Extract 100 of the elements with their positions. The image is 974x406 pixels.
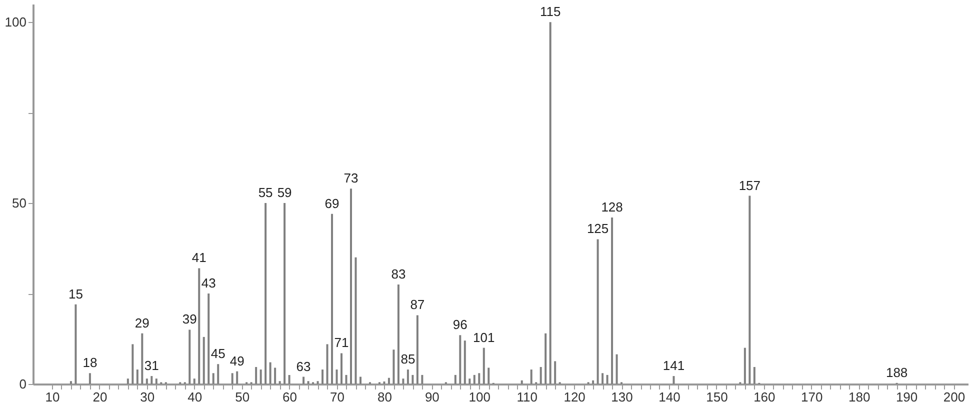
annotation: 125	[586, 221, 609, 236]
bar	[416, 315, 418, 384]
bar	[307, 381, 310, 384]
annotation: 96	[452, 317, 468, 332]
annotation: 15	[68, 286, 83, 302]
bar	[468, 378, 471, 384]
bar	[302, 376, 305, 384]
bar	[544, 333, 547, 384]
bar	[412, 374, 414, 384]
annotation: 29	[134, 315, 150, 330]
x-tick-label: 60	[282, 390, 298, 404]
bar	[146, 378, 148, 384]
annotation: 101	[473, 330, 495, 345]
bar	[540, 366, 542, 384]
bar	[672, 376, 675, 384]
bar	[520, 380, 523, 384]
bar	[345, 374, 348, 384]
bar	[198, 268, 200, 384]
bar	[488, 368, 490, 384]
bar	[193, 378, 196, 384]
x-tick-label: 110	[516, 390, 538, 404]
bar	[530, 370, 532, 384]
annotation: 43	[201, 276, 216, 291]
x-tick-label: 20	[92, 390, 108, 404]
annotation: 115	[540, 4, 561, 20]
x-tick-label: 50	[235, 390, 250, 404]
bar	[549, 22, 552, 384]
annotation: 45	[210, 346, 226, 362]
annotation: 87	[410, 297, 425, 312]
bar	[331, 214, 334, 384]
annotation: 41	[192, 250, 206, 266]
bar	[340, 353, 343, 384]
bar	[748, 196, 751, 384]
annotation: 83	[391, 266, 406, 282]
bar	[464, 340, 466, 384]
bar	[269, 362, 272, 384]
bar	[188, 330, 191, 384]
bar	[74, 304, 77, 384]
y-tick-label: 50	[12, 196, 26, 211]
x-tick-label: 120	[564, 390, 586, 404]
bar	[406, 370, 409, 384]
x-tick-label: 30	[140, 390, 155, 404]
bar	[392, 350, 395, 384]
x-tick-label: 70	[330, 390, 344, 404]
bar	[202, 336, 205, 384]
bar	[359, 376, 362, 384]
x-tick-label: 10	[45, 390, 60, 404]
bar	[255, 366, 258, 384]
bar	[602, 373, 604, 384]
bar	[383, 381, 386, 384]
bar	[606, 374, 608, 384]
annotation: 31	[144, 358, 159, 374]
x-tick-label: 90	[424, 390, 440, 404]
bar	[132, 344, 134, 384]
x-tick-label: 130	[611, 390, 633, 404]
bar	[316, 381, 319, 384]
x-tick-label: 170	[801, 390, 823, 404]
annotation: 63	[296, 358, 311, 374]
bar	[354, 257, 357, 384]
bar	[274, 368, 276, 384]
bar	[288, 374, 290, 384]
bar	[264, 203, 267, 384]
x-tick-label: 190	[896, 390, 918, 404]
x-tick-label: 100	[468, 390, 490, 404]
bar	[326, 344, 328, 384]
x-tick-label: 80	[377, 390, 392, 404]
bar	[402, 378, 404, 384]
bar	[454, 374, 456, 384]
bar	[70, 381, 72, 384]
bar	[388, 378, 390, 384]
bar	[397, 284, 400, 384]
bar	[336, 370, 338, 384]
annotation: 69	[324, 196, 340, 211]
annotation: 188	[886, 364, 908, 380]
bar	[278, 381, 281, 384]
bar	[478, 373, 480, 384]
bar	[554, 361, 556, 384]
bar	[284, 203, 286, 384]
bar	[616, 354, 618, 384]
x-tick-label: 150	[706, 390, 728, 404]
annotation: 55	[258, 185, 273, 200]
bar	[126, 378, 129, 384]
x-tick-label: 160	[754, 390, 776, 404]
bar	[611, 218, 614, 384]
x-tick-label: 140	[658, 390, 680, 404]
bar	[421, 374, 424, 384]
annotation: 73	[344, 170, 358, 186]
bar	[473, 374, 476, 384]
bar	[350, 188, 352, 384]
bar	[150, 376, 153, 384]
annotation: 85	[400, 352, 416, 367]
bar	[212, 373, 214, 384]
bar	[744, 348, 746, 384]
x-tick-label: 40	[188, 390, 202, 404]
bar	[753, 366, 756, 384]
bar	[482, 348, 485, 384]
y-tick-label: 0	[19, 376, 26, 392]
annotation: 59	[277, 185, 292, 200]
x-tick-label: 180	[848, 390, 870, 404]
y-tick-label: 100	[4, 14, 26, 30]
